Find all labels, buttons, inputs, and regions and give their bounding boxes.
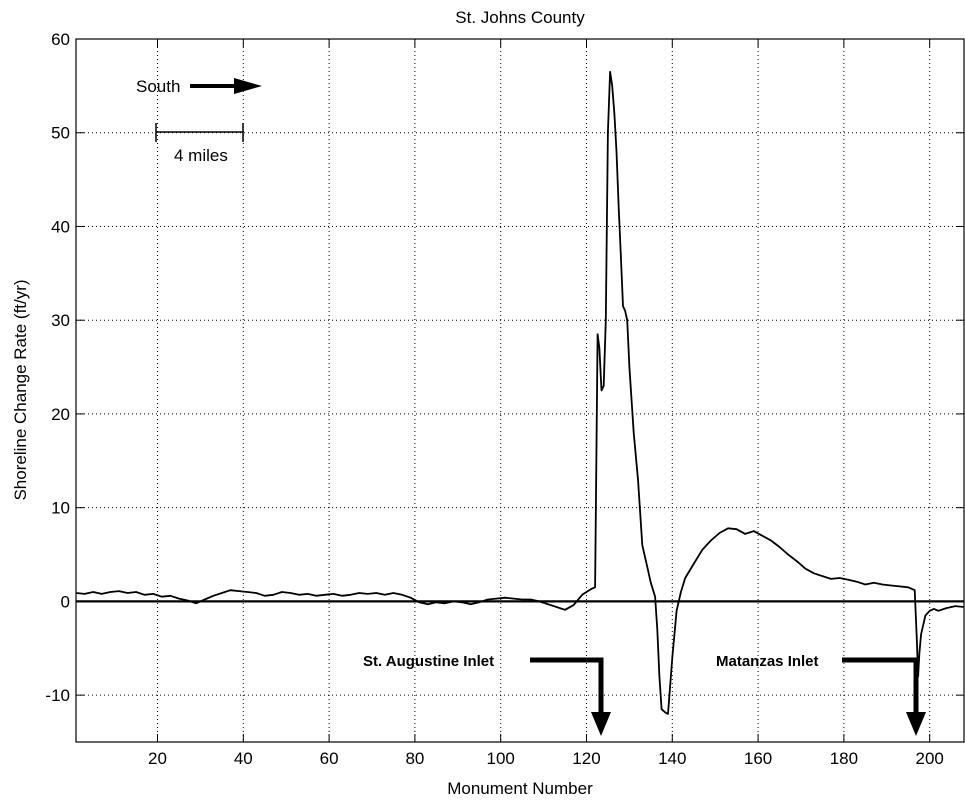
x-tick-label: 80: [405, 749, 424, 768]
x-tick-label: 40: [234, 749, 253, 768]
south-arrowhead-icon: [234, 78, 262, 94]
plot-area: [76, 39, 964, 742]
y-tick-label: 60: [51, 30, 70, 49]
y-axis-label: Shoreline Change Rate (ft/yr): [11, 279, 30, 500]
series-line-shoreline-change: [75, 70, 965, 715]
x-tick-label: 180: [830, 749, 858, 768]
matanzas-inlet-arrowhead-icon: [906, 712, 926, 736]
y-tick-label: 10: [51, 499, 70, 518]
st-augustine-inlet-label: St. Augustine Inlet: [363, 653, 494, 670]
x-tick-label: 120: [572, 749, 600, 768]
axis-ticks: 20 40 60 80 100 120 140 160 180 200 -10 0 10 20 30 40 50…: [45, 30, 964, 768]
y-tick-label: -10: [45, 686, 70, 705]
x-tick-label: 60: [320, 749, 339, 768]
y-tick-label: 40: [51, 217, 70, 236]
plot-frame: [75, 38, 965, 743]
x-tick-label: 140: [658, 749, 686, 768]
chart-title: St. Johns County: [455, 8, 585, 27]
st-augustine-inlet-arrowhead-icon: [591, 712, 611, 736]
y-tick-label: 0: [61, 592, 70, 611]
scale-bar: [155, 123, 244, 142]
x-axis-label: Monument Number: [447, 779, 593, 798]
y-tick-label: 20: [51, 405, 70, 424]
x-tick-label: 20: [148, 749, 167, 768]
scale-bar-label: 4 miles: [174, 146, 228, 165]
matanzas-inlet-arrow-icon: [842, 657, 919, 717]
y-tick-label: 50: [51, 124, 70, 143]
matanzas-inlet-label: Matanzas Inlet: [716, 653, 819, 670]
x-tick-label: 100: [487, 749, 515, 768]
y-tick-label: 30: [51, 311, 70, 330]
x-tick-label: 200: [915, 749, 943, 768]
south-label: South: [136, 77, 180, 96]
st-augustine-inlet-arrow-icon: [530, 657, 604, 717]
annotations: South 4 miles St. Augustine Inlet Matanz…: [136, 77, 926, 736]
x-tick-label: 160: [744, 749, 772, 768]
